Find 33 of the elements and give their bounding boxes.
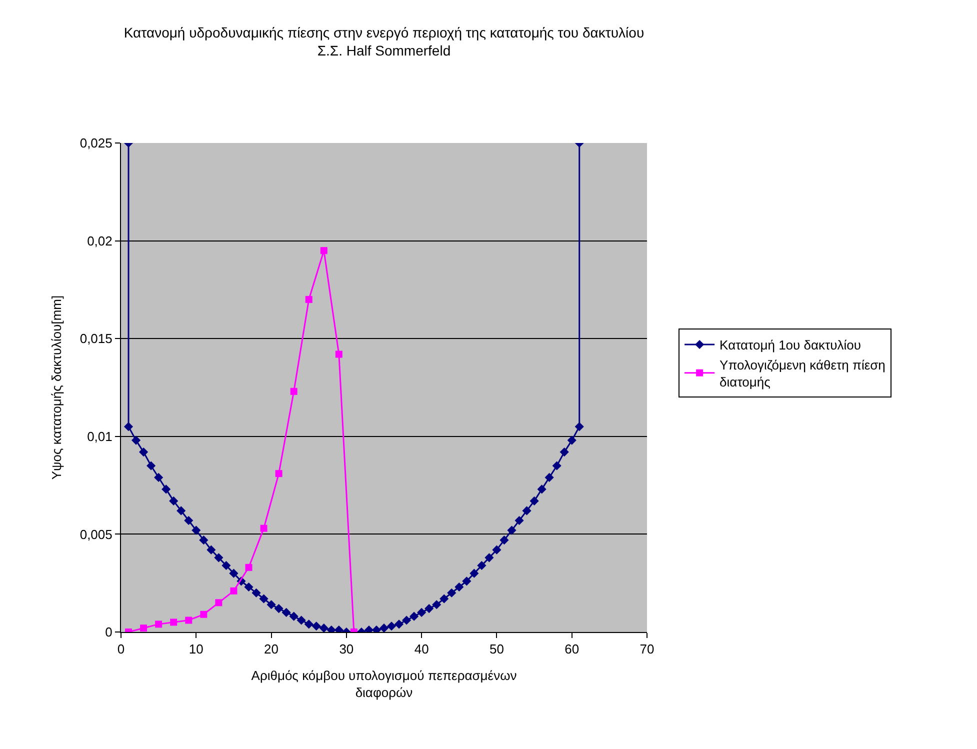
y-tick-label: 0,01 xyxy=(87,428,112,444)
x-tick-label: 40 xyxy=(414,642,429,657)
point xyxy=(245,564,252,571)
x-axis-title: Αριθμός κόμβου υπολογισμού πεπερασμένων διαφορών xyxy=(251,668,517,700)
point xyxy=(290,388,298,395)
x-tick-label: 50 xyxy=(489,642,504,657)
y-tick-label: 0 xyxy=(105,624,112,640)
point xyxy=(305,296,312,303)
y-tick-label: 0,005 xyxy=(80,526,112,542)
x-tick-label: 10 xyxy=(188,642,204,657)
point xyxy=(215,599,222,606)
point xyxy=(200,610,208,618)
x-tick-label: 30 xyxy=(339,642,354,657)
point xyxy=(320,247,328,254)
point xyxy=(260,524,268,532)
x-tick-label: 0 xyxy=(117,642,125,657)
point xyxy=(185,616,192,624)
y-tick-label: 0,025 xyxy=(80,136,112,151)
x-tick-label: 20 xyxy=(264,642,279,657)
point xyxy=(230,587,238,594)
legend-label: Κατατομή 1ου δακτυλίου xyxy=(720,338,861,353)
x-tick-label: 60 xyxy=(564,642,580,657)
y-tick-label: 0,02 xyxy=(87,233,112,248)
point xyxy=(275,470,282,478)
point xyxy=(155,620,162,628)
chart-title: Κατανομή υδροδυναμικής πίεσης στην ενεργό περιοχή της κατατομής του δακτυλίου Σ.Σ. Half Sommerfeld xyxy=(124,24,644,59)
legend-label: Υπολογιζόμενη κάθετη πίεση διατομής xyxy=(720,357,886,390)
point xyxy=(335,350,342,358)
point xyxy=(140,624,148,632)
point xyxy=(170,618,178,626)
y-tick-label: 0,015 xyxy=(80,331,112,346)
y-axis-title: Υψος κατατομής δακτυλίου[mm] xyxy=(48,295,64,480)
x-tick-label: 70 xyxy=(640,642,654,657)
